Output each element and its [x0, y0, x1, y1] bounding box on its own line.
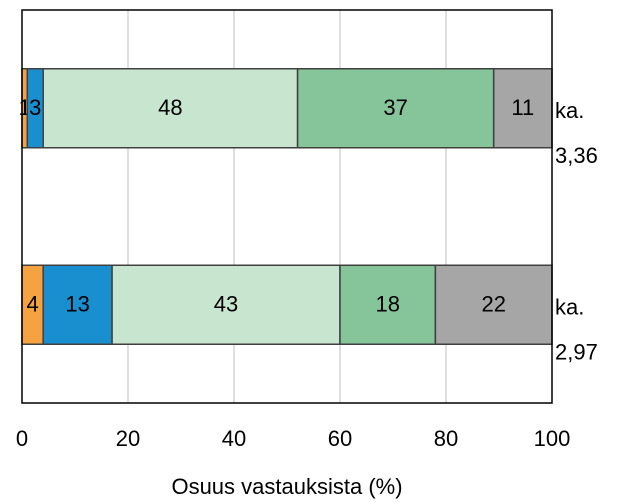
x-tick-label: 80	[434, 426, 458, 451]
data-label: 43	[214, 292, 238, 317]
x-tick-label: 40	[222, 426, 246, 451]
annotation: 2,97	[555, 340, 598, 365]
bar-segment	[42, 264, 113, 345]
bar-segment	[339, 264, 437, 345]
data-label: 4	[26, 292, 38, 317]
data-label: 18	[375, 292, 399, 317]
bar-segment	[111, 264, 341, 345]
data-label: 13	[65, 292, 89, 317]
x-tick-label: 0	[16, 426, 28, 451]
x-axis-label: Osuus vastauksista (%)	[171, 474, 402, 499]
annotation: 3,36	[555, 143, 598, 168]
data-label: 37	[383, 95, 407, 120]
annotation: ka.	[555, 295, 584, 320]
x-tick-label: 60	[328, 426, 352, 451]
data-label: 3	[29, 95, 41, 120]
data-label: 48	[158, 95, 182, 120]
data-label: 22	[481, 292, 505, 317]
plot-frame	[21, 9, 553, 404]
data-label: 11	[511, 95, 534, 120]
x-tick-label: 20	[116, 426, 140, 451]
annotation: ka.	[555, 98, 584, 123]
x-tick-label: 100	[534, 426, 571, 451]
bar-segment	[42, 68, 299, 149]
